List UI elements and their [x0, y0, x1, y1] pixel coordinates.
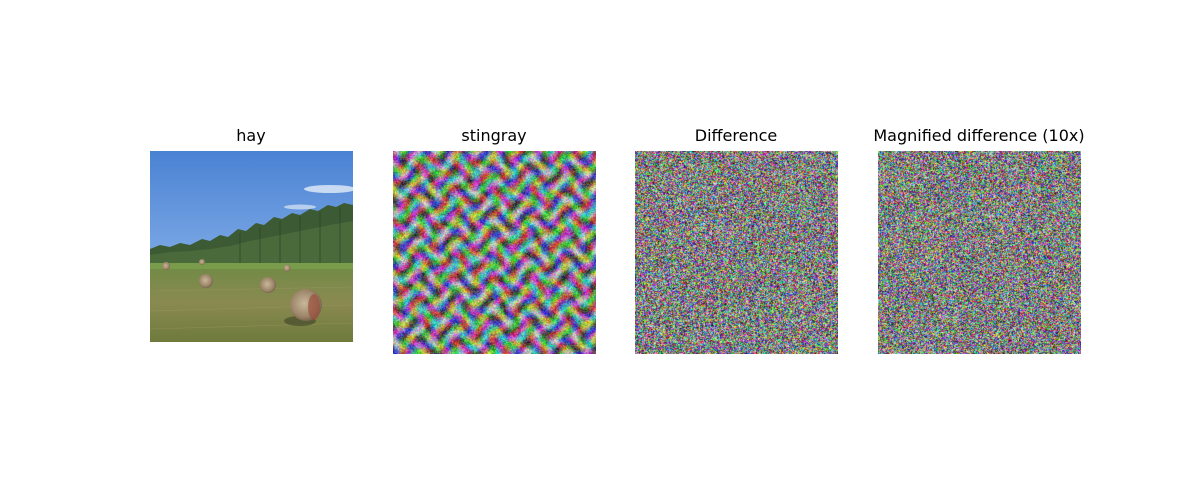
panel-title-magnified-difference: Magnified difference (10x): [873, 126, 1085, 145]
panel-title-hay: hay: [236, 126, 266, 145]
magnified-difference-image: [878, 151, 1081, 354]
panel-title-stingray: stingray: [461, 126, 527, 145]
panel-title-difference: Difference: [694, 126, 778, 145]
hay-image: [150, 151, 353, 342]
stingray-adversarial-image: [393, 151, 596, 354]
difference-image: [635, 151, 838, 354]
